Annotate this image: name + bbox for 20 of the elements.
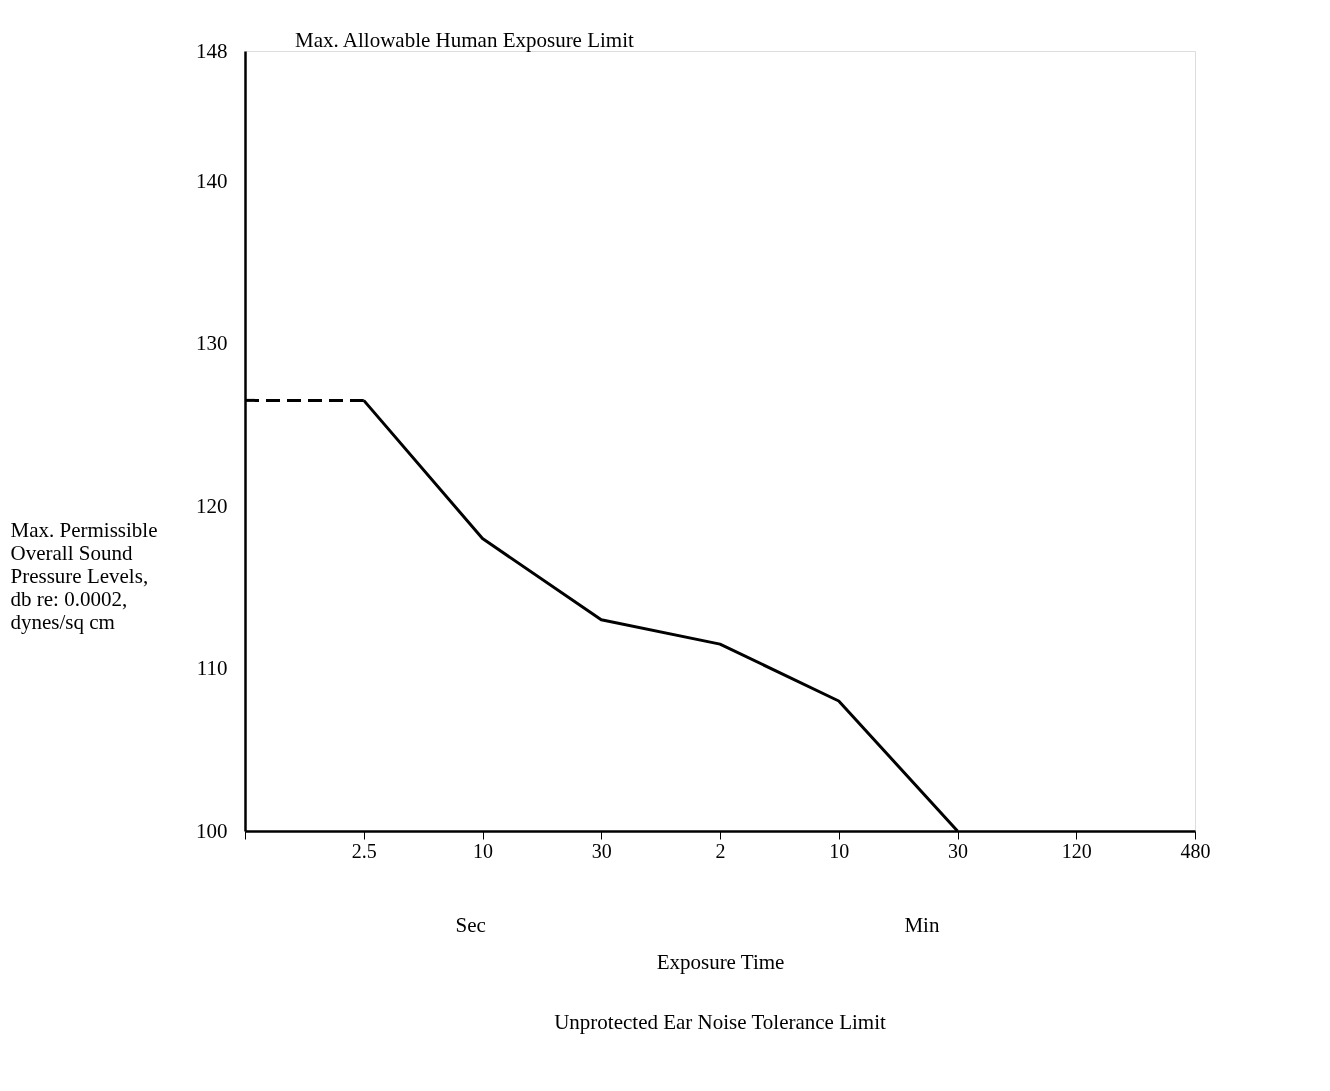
y-tick-label: 110 [196, 656, 228, 680]
text: Unprotected Ear Noise Tolerance Limit [554, 1010, 886, 1034]
text: Min [904, 913, 940, 937]
y-tick-label: 100 [196, 818, 228, 843]
x-tick-label: 10 [473, 839, 493, 862]
annotation: Max. Allowable Human Exposure Limit [295, 28, 635, 52]
y-tick-label: 140 [196, 168, 228, 193]
y-tick-label: 130 [196, 331, 228, 355]
x-tick-label: 480 [1180, 839, 1211, 862]
x-tick-label: 120 [1061, 839, 1092, 862]
y-tick-label: 120 [196, 493, 228, 518]
x-tick-label: 2.5 [351, 839, 377, 862]
text: Sec [455, 913, 486, 937]
x-tick-label: 10 [829, 839, 850, 862]
x-tick-label: 30 [948, 839, 968, 862]
y-axis-title: Max. Permissible Overall Sound Pressure Levels, db re: 0.0002, dynes/sq cm [10, 517, 158, 634]
x-axis-title: Exposure Time [656, 949, 785, 974]
y-tick-label: 148 [196, 38, 228, 63]
x-tick-label: 30 [591, 839, 612, 862]
x-tick-label: 2 [715, 839, 726, 862]
